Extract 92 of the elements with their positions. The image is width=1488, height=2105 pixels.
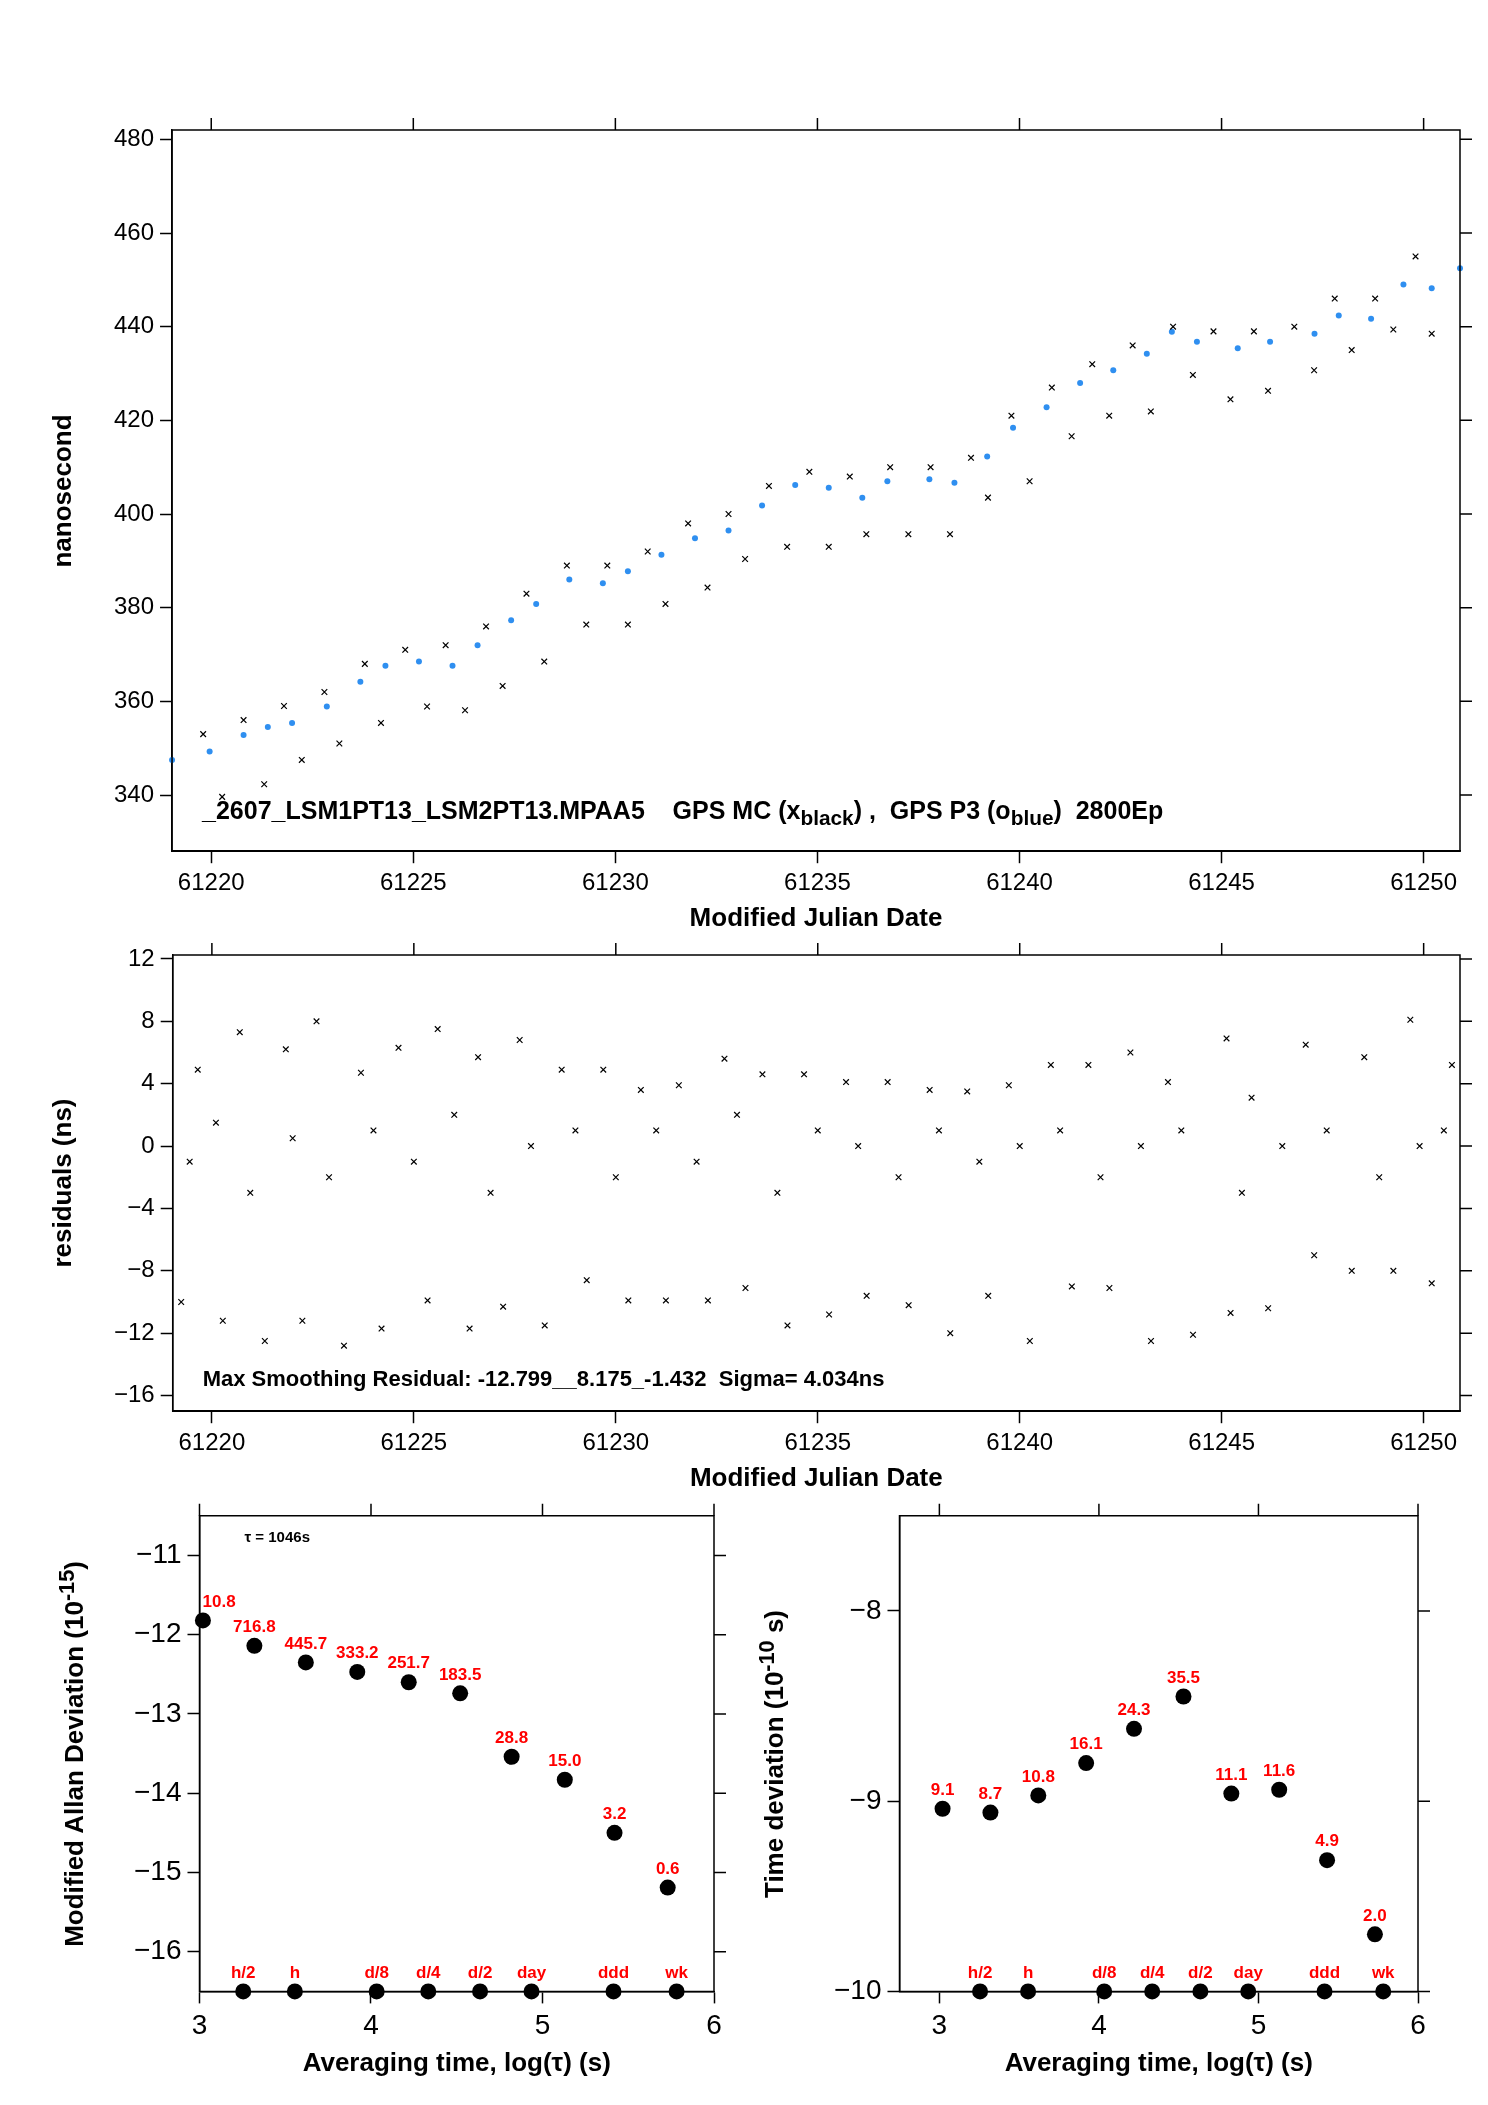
x-tick-label: 61250: [1390, 1428, 1458, 1456]
x-axis-title: Modified Julian Date: [689, 1462, 943, 1493]
y-tick-label: −10: [834, 1974, 882, 2006]
annotation: h: [289, 1962, 301, 1982]
x-axis-title: Modified Julian Date: [689, 902, 943, 933]
y-tick-label: 380: [114, 592, 155, 620]
annotation: 183.5: [438, 1664, 482, 1684]
y-tick-label: −8: [849, 1593, 882, 1625]
annotation: day: [516, 1962, 547, 1982]
y-tick-label: −16: [113, 1380, 155, 1408]
annotation: 3.2: [602, 1804, 627, 1824]
y-axis-title: nanosecond: [46, 414, 78, 568]
x-tick-label: 6: [706, 2008, 722, 2040]
annotation: h: [1022, 1962, 1034, 1982]
x-tick-label: 5: [534, 2008, 551, 2040]
x-tick-label: 4: [363, 2008, 379, 2040]
annotation: h/2: [230, 1962, 256, 1982]
y-tick-label: −4: [127, 1193, 155, 1221]
annotation: d/2: [1188, 1962, 1213, 1982]
annotation: Max Smoothing Residual: -12.799__8.175_-1.432 Sigma= 4.034ns: [202, 1366, 885, 1393]
x-tick-label: 61240: [986, 868, 1053, 896]
x-tick-label: 61220: [177, 868, 245, 896]
annotation: d/4: [416, 1962, 442, 1982]
x-axis-title: Averaging time, log(τ) (s): [1004, 2047, 1313, 2078]
x-tick-label: 5: [1250, 2008, 1267, 2040]
y-tick-label: 460: [114, 217, 155, 245]
y-tick-label: −8: [127, 1255, 155, 1283]
annotation: τ = 1046s: [244, 1527, 310, 1545]
annotation: 445.7: [284, 1633, 328, 1653]
x-axis-title: Averaging time, log(τ) (s): [302, 2047, 611, 2078]
y-tick-label: 480: [114, 123, 155, 151]
y-tick-label: −9: [849, 1783, 882, 1815]
annotation: 8.7: [978, 1783, 1003, 1803]
x-tick-label: 61230: [582, 1428, 650, 1456]
x-tick-label: 61225: [379, 868, 447, 896]
x-tick-label: 61250: [1390, 868, 1457, 896]
annotation: 10.8: [1021, 1766, 1055, 1786]
x-tick-label: 61220: [178, 1428, 246, 1456]
y-tick-label: −12: [134, 1617, 182, 1649]
x-tick-label: 61235: [784, 868, 851, 896]
annotation: d/8: [364, 1962, 389, 1982]
annotation: d/2: [467, 1962, 493, 1982]
annotation: 24.3: [1117, 1700, 1151, 1720]
x-tick-label: 61245: [1188, 868, 1255, 896]
x-tick-label: 3: [931, 2008, 948, 2040]
annotation: 35.5: [1166, 1667, 1201, 1687]
annotation: wk: [1370, 1962, 1396, 1982]
annotation: h/2: [967, 1962, 993, 1982]
annotation: ddd: [1308, 1962, 1341, 1982]
annotation: 11.6: [1263, 1760, 1296, 1780]
y-tick-label: −13: [134, 1696, 182, 1728]
y-tick-label: −12: [113, 1317, 155, 1345]
x-tick-label: 61240: [986, 1428, 1054, 1456]
y-tick-label: 440: [114, 311, 155, 339]
annotation: 0.6: [655, 1858, 680, 1878]
x-tick-label: 61230: [582, 868, 649, 896]
y-tick-label: −15: [134, 1855, 182, 1887]
annotation: 11.1: [1215, 1764, 1248, 1784]
y-tick-label: 420: [114, 404, 155, 432]
x-tick-label: 3: [191, 2008, 208, 2040]
annotation: 333.2: [336, 1643, 379, 1663]
x-tick-label: 61235: [784, 1428, 852, 1456]
annotation: 9.1: [930, 1779, 955, 1799]
annotation: ddd: [597, 1962, 630, 1982]
y-tick-label: 340: [114, 779, 155, 807]
annotation: 15.0: [548, 1750, 582, 1770]
annotation: 716.8: [233, 1616, 276, 1636]
y-tick-label: −11: [136, 1538, 182, 1570]
annotation: d/4: [1139, 1962, 1166, 1982]
y-tick-label: 12: [128, 943, 155, 971]
y-tick-label: −16: [134, 1934, 182, 1966]
x-tick-label: 4: [1091, 2008, 1107, 2040]
annotation: 251.7: [387, 1653, 430, 1673]
annotation: 4.9: [1315, 1831, 1339, 1851]
annotation: wk: [664, 1962, 689, 1982]
y-tick-label: 400: [114, 498, 155, 526]
annotation: 28.8: [495, 1727, 529, 1747]
annotation: d/8: [1091, 1962, 1117, 1982]
y-tick-label: −14: [134, 1775, 182, 1807]
annotation: day: [1233, 1962, 1264, 1982]
annotation: 2.0: [1363, 1905, 1387, 1925]
annotation: 10.8: [202, 1591, 236, 1611]
x-tick-label: 61245: [1188, 1428, 1256, 1456]
annotation: 16.1: [1069, 1734, 1103, 1754]
y-tick-label: 360: [114, 685, 155, 713]
annotation: _2607_LSM1PT13_LSM2PT13.MPAA5 GPS MC (x$_{black}$) , GPS P3 (o$_{blue}$) 2800Ep: [202, 796, 1164, 831]
x-tick-label: 6: [1410, 2008, 1426, 2040]
y-tick-label: 4: [141, 1068, 155, 1096]
y-tick-label: 8: [141, 1005, 155, 1033]
y-tick-label: 0: [141, 1130, 155, 1158]
y-axis-title: residuals (ns): [46, 1098, 78, 1268]
x-tick-label: 61225: [380, 1428, 448, 1456]
